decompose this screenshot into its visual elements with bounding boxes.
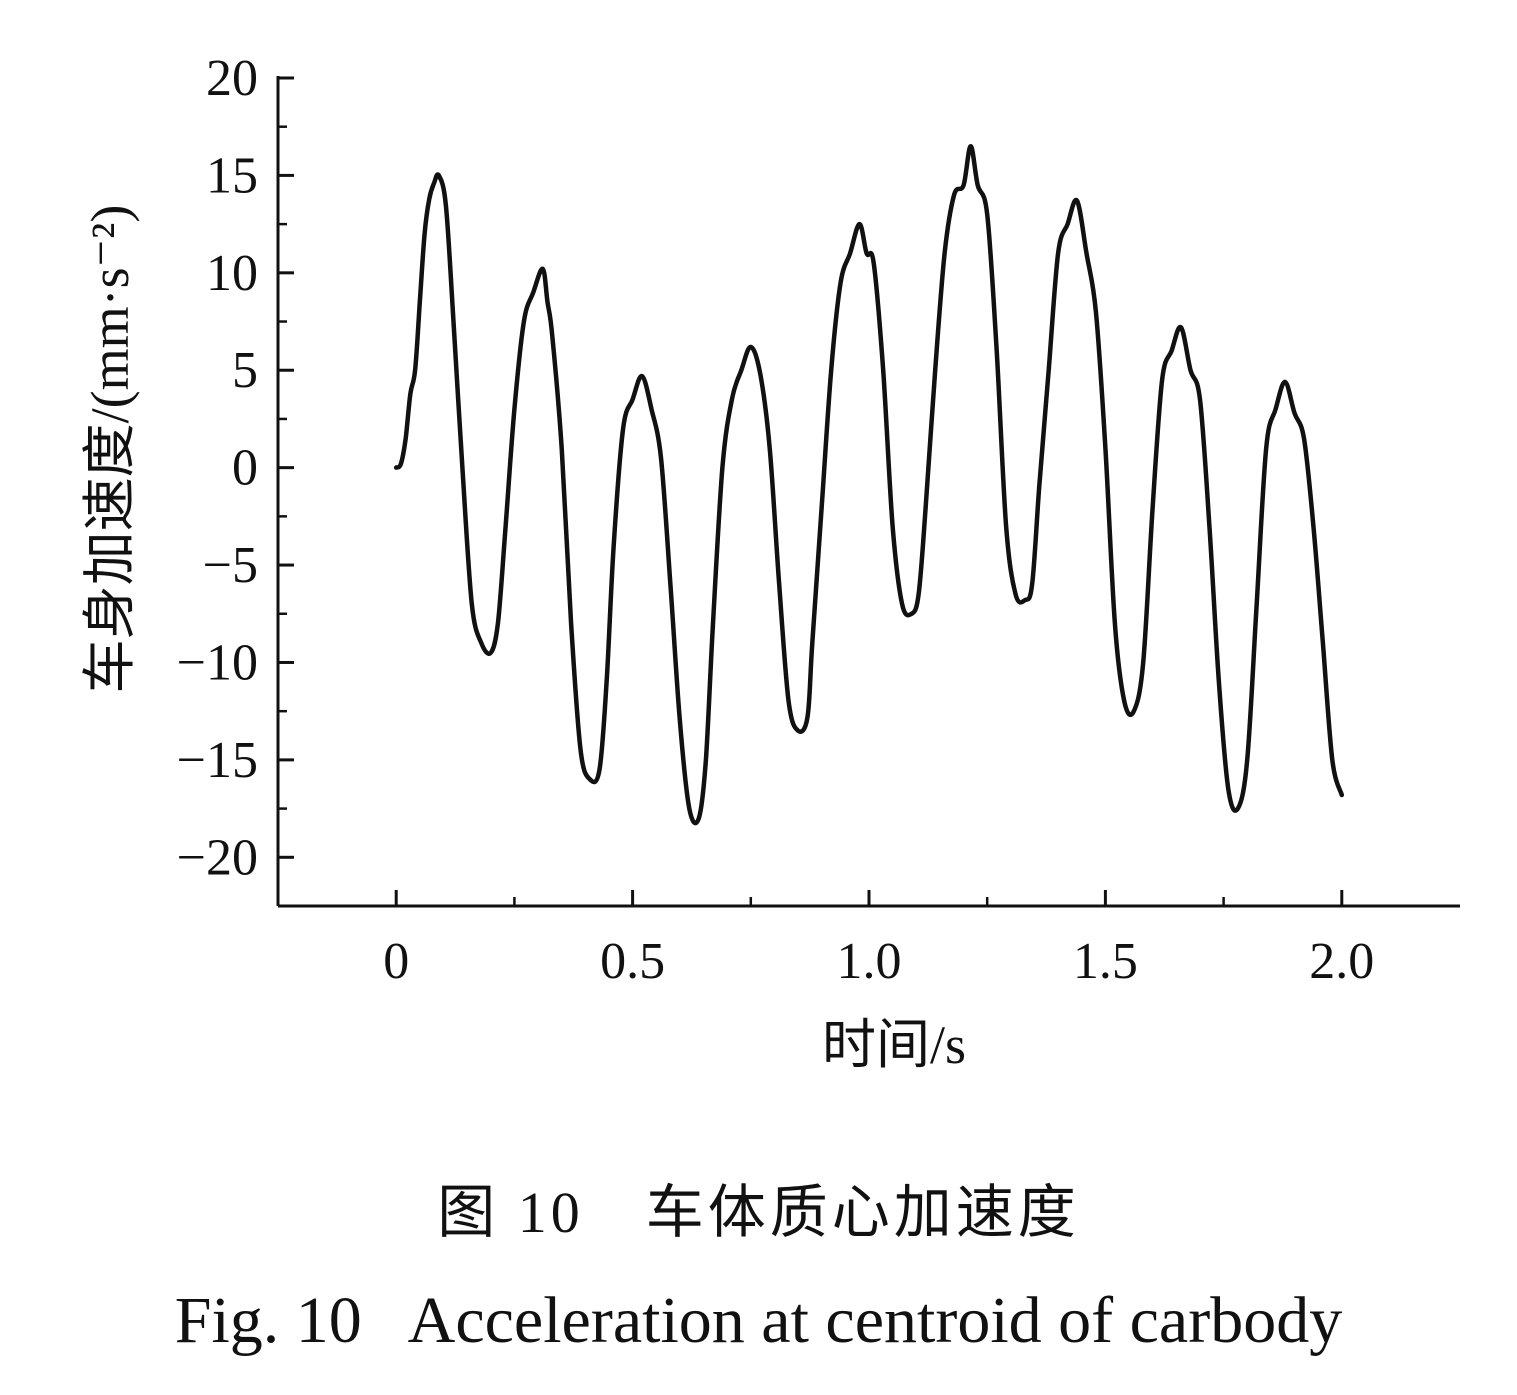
axis-frame — [276, 76, 1460, 908]
x-tick-label: 1.5 — [1073, 933, 1138, 990]
y-axis-title: 车身加速度/(mm·s⁻²) — [80, 205, 140, 694]
x-tick-label: 2.0 — [1309, 933, 1374, 990]
y-tick-label: 5 — [232, 342, 258, 399]
y-tick-label: 15 — [206, 147, 258, 204]
y-tick-label: −15 — [177, 732, 258, 789]
x-tick-label: 0.5 — [600, 933, 665, 990]
x-axis-title: 时间/s — [822, 1015, 966, 1075]
x-tick-label: 0 — [383, 933, 409, 990]
series-line-acceleration — [393, 143, 1345, 826]
figure-caption-chinese: 图 10 车体质心加速度 — [437, 1180, 1080, 1245]
y-tick-label: 0 — [232, 440, 258, 497]
figure-caption-english: Fig. 10 Acceleration at centroid of carb… — [174, 1284, 1343, 1357]
ticks-layer: 20 15 10 5 0 −5 −10 −15 −20 0 0.5 1.0 1.5 2.0 — [177, 50, 1375, 990]
y-tick-label: −5 — [203, 537, 258, 594]
y-tick-label: −10 — [177, 634, 258, 691]
y-tick-label: −20 — [177, 829, 258, 886]
acceleration-chart: 20 15 10 5 0 −5 −10 −15 −20 0 0.5 1.0 1.5 2.0 时间/s 车身… — [80, 50, 1460, 1075]
y-tick-label: 20 — [206, 50, 258, 107]
y-tick-label: 10 — [206, 245, 258, 302]
x-tick-label: 1.0 — [837, 933, 902, 990]
